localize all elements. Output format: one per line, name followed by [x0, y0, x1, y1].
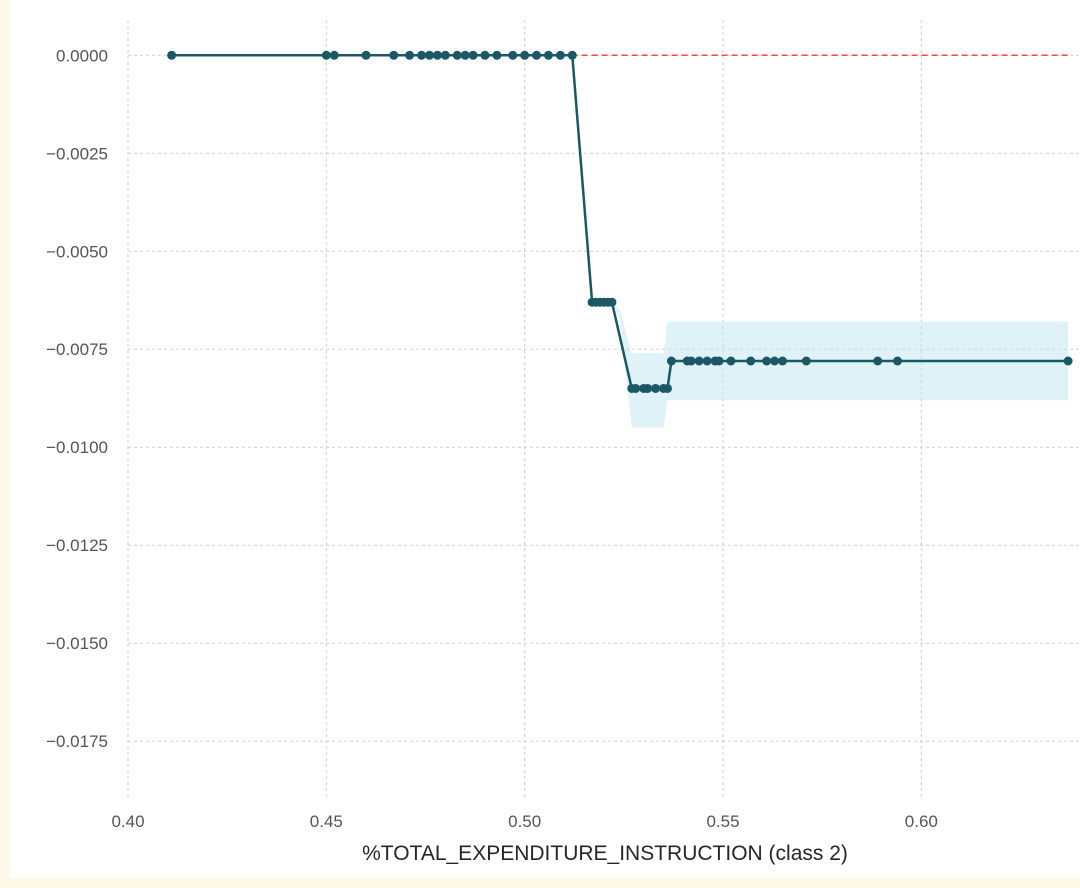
data-point	[1063, 356, 1073, 366]
x-tick-label: 0.55	[706, 812, 739, 831]
data-point	[432, 50, 442, 60]
data-point	[361, 50, 371, 60]
data-point	[543, 50, 553, 60]
data-markers	[167, 50, 1073, 393]
data-point	[167, 50, 177, 60]
data-point	[714, 356, 724, 366]
data-point	[329, 50, 339, 60]
data-point	[607, 297, 617, 307]
data-point	[468, 50, 478, 60]
data-point	[532, 50, 542, 60]
y-tick-label: 0.0000	[56, 46, 108, 65]
data-point	[520, 50, 530, 60]
data-point	[651, 383, 661, 393]
plot-area-card	[10, 0, 1080, 878]
confidence-band	[171, 55, 1069, 428]
data-point	[389, 50, 399, 60]
x-tick-label: 0.40	[111, 812, 144, 831]
data-point	[686, 356, 696, 366]
y-tick-label: −0.0125	[46, 536, 108, 555]
data-point	[746, 356, 756, 366]
y-tick-labels: 0.0000 −0.0025 −0.0050 −0.0075 −0.0100 −0.012…	[46, 46, 108, 751]
data-point	[778, 356, 787, 366]
data-point	[666, 356, 676, 366]
x-tick-label: 0.45	[310, 812, 343, 831]
data-point	[405, 50, 415, 60]
data-point	[480, 50, 490, 60]
x-tick-label: 0.50	[508, 812, 541, 831]
data-point	[440, 50, 450, 60]
data-point	[726, 356, 736, 366]
data-point	[452, 50, 462, 60]
data-point	[321, 50, 331, 60]
data-point	[492, 50, 502, 60]
data-point	[417, 50, 427, 60]
data-point	[567, 50, 577, 60]
data-point	[762, 356, 772, 366]
y-tick-label: −0.0075	[46, 340, 108, 359]
y-tick-label: −0.0100	[46, 438, 108, 457]
y-tick-label: −0.0050	[46, 242, 108, 261]
data-point	[694, 356, 704, 366]
data-point	[631, 383, 641, 393]
data-point	[873, 356, 883, 366]
data-point	[801, 356, 811, 366]
data-point	[555, 50, 565, 60]
data-point	[508, 50, 518, 60]
y-tick-label: −0.0025	[46, 144, 108, 163]
y-tick-label: −0.0150	[46, 634, 108, 653]
data-point	[770, 356, 780, 366]
data-point	[643, 383, 653, 393]
x-axis-label: %TOTAL_EXPENDITURE_INSTRUCTION (class 2)	[362, 842, 848, 865]
x-gridlines	[127, 20, 922, 800]
data-point	[662, 383, 672, 393]
x-tick-label: 0.60	[905, 812, 938, 831]
y-tick-label: −0.0175	[46, 732, 108, 751]
data-point	[424, 50, 434, 60]
data-point	[702, 356, 712, 366]
x-tick-labels: 0.40 0.45 0.50 0.55 0.60	[111, 812, 937, 831]
data-point	[460, 50, 470, 60]
data-point	[893, 356, 903, 366]
